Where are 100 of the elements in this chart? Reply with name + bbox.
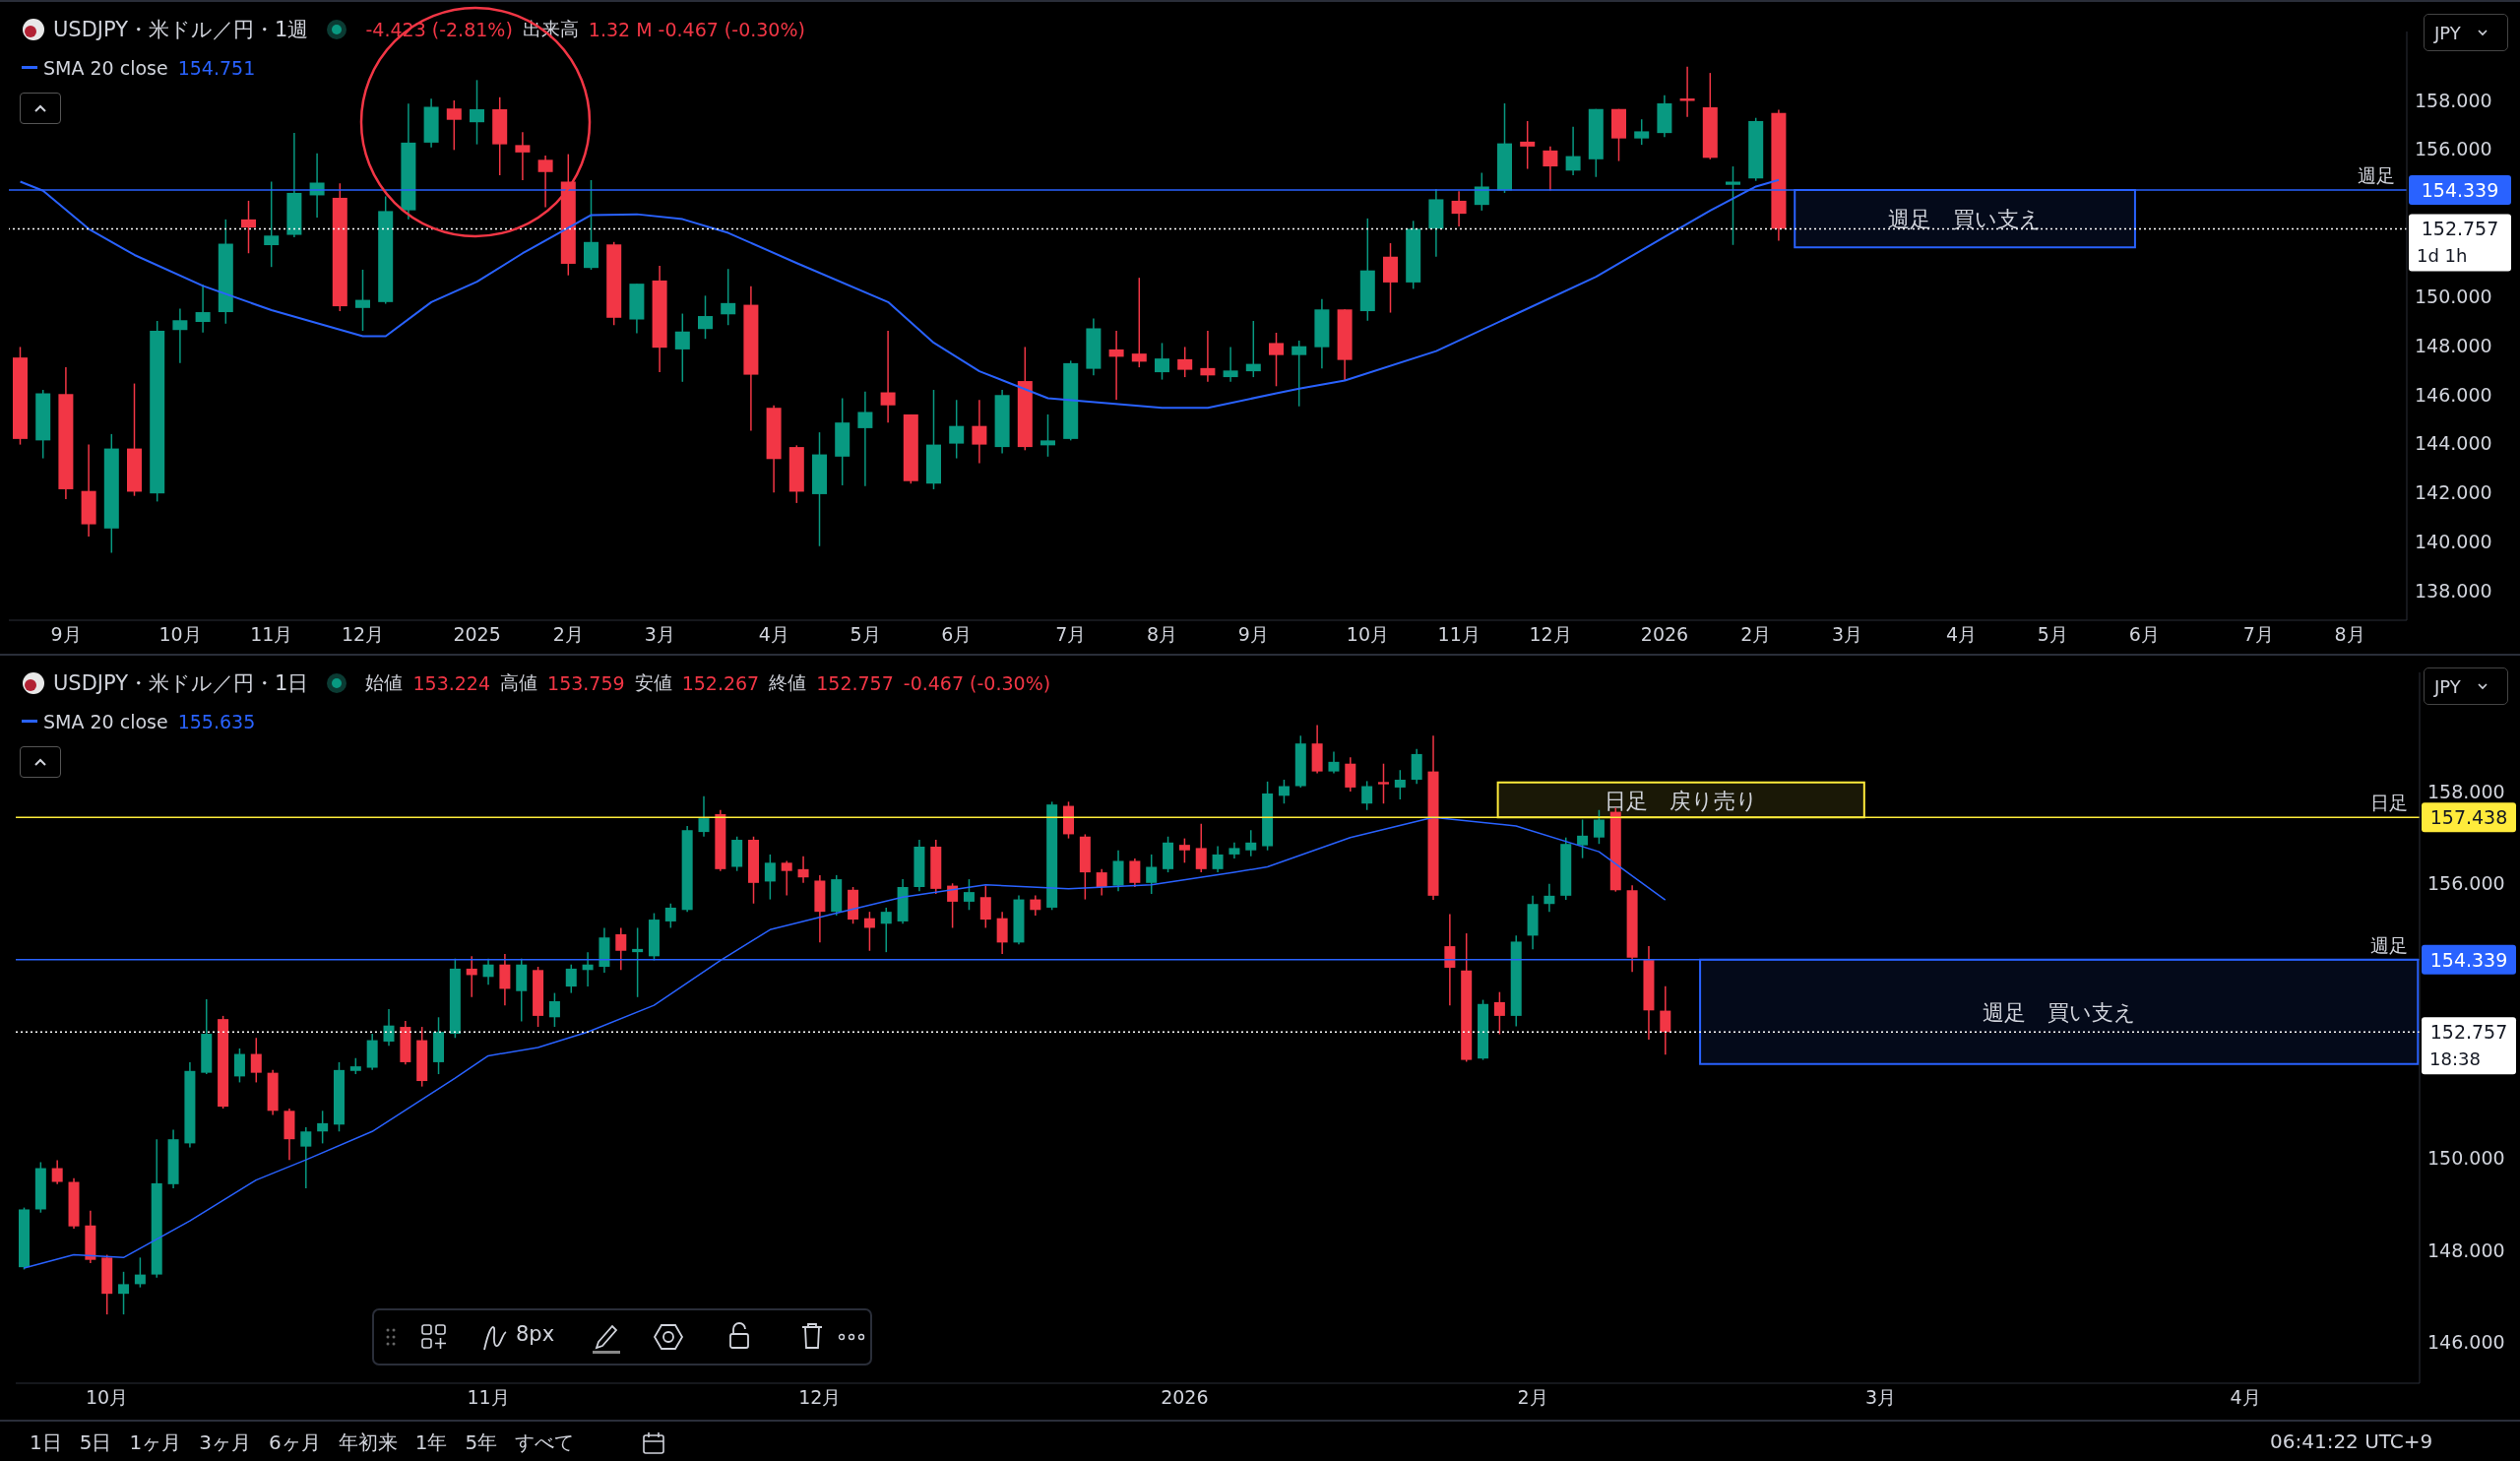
candlestick — [632, 926, 644, 998]
y-tick-label: 150.000 — [2427, 1147, 2505, 1170]
y-tick-label: 148.000 — [2415, 334, 2492, 356]
candlestick — [264, 180, 280, 268]
candlestick — [1212, 845, 1224, 873]
x-tick-label: 3月 — [1865, 1386, 1897, 1409]
text: 18:38 — [2429, 1048, 2481, 1070]
text: 年初来 — [338, 1429, 398, 1456]
candlestick — [1245, 320, 1261, 378]
candlestick — [1269, 332, 1284, 388]
candlestick — [383, 1008, 395, 1047]
x-tick-label: 12月 — [798, 1386, 842, 1409]
candlestick — [1593, 808, 1605, 845]
y-tick-label: 158.000 — [2427, 780, 2505, 802]
candlestick — [1131, 277, 1147, 368]
x-tick-label: 12月 — [342, 623, 385, 646]
annotation: 出来高 — [522, 17, 579, 41]
candlestick — [1146, 854, 1158, 895]
candlestick — [565, 963, 577, 994]
x-tick-label: 2月 — [1517, 1386, 1548, 1409]
y-tick-label: 156.000 — [2427, 872, 2505, 895]
x-tick-label: 2月 — [552, 623, 584, 646]
candlestick — [1292, 340, 1307, 408]
y-tick-label: 156.000 — [2415, 138, 2492, 160]
candlestick — [1200, 330, 1216, 383]
x-tick-label: 11月 — [1437, 623, 1480, 646]
ref-line-label: 週足 — [2358, 163, 2395, 186]
text: 6ヶ月 — [268, 1429, 321, 1456]
x-tick-label: 11月 — [250, 623, 293, 646]
text: すべて — [515, 1429, 575, 1456]
text: JPY — [2434, 675, 2461, 697]
text: 154.339 — [2429, 948, 2508, 971]
ref-line-label: 日足 — [2370, 792, 2408, 814]
x-tick-label: 4月 — [758, 623, 789, 646]
candlestick — [1178, 837, 1190, 864]
legend-label: SMA 20 close — [43, 57, 168, 79]
candlestick — [470, 79, 484, 146]
candlestick — [664, 903, 676, 929]
candlestick — [1634, 118, 1650, 146]
x-tick-label: 4月 — [1946, 623, 1978, 646]
candlestick — [880, 907, 892, 953]
candlestick — [1474, 171, 1489, 212]
annotation: 8px — [516, 1322, 555, 1346]
candlestick — [51, 1159, 63, 1185]
text: 5年 — [465, 1429, 498, 1456]
text: 1d 1h — [2417, 245, 2468, 267]
x-tick-label: 10月 — [86, 1386, 129, 1409]
candlestick — [979, 884, 991, 929]
candlestick — [1195, 822, 1207, 873]
y-tick-label: 142.000 — [2415, 481, 2492, 504]
candlestick — [1543, 146, 1558, 192]
candlestick — [674, 312, 690, 383]
y-tick-label: 148.000 — [2427, 1239, 2505, 1261]
annotation: 153.224 — [412, 672, 491, 694]
candlestick — [1544, 882, 1555, 913]
candlestick — [1377, 762, 1389, 804]
candlestick — [863, 911, 875, 952]
y-tick-label: 146.000 — [2415, 383, 2492, 406]
ref-line-label: 週足 — [2370, 933, 2408, 956]
text: JPY — [2434, 22, 2461, 43]
annotation: 155.635 — [177, 711, 256, 732]
candlestick — [1361, 780, 1373, 811]
candlestick — [250, 1037, 262, 1084]
candlestick — [317, 1110, 329, 1145]
candlestick — [963, 878, 975, 912]
candlestick — [1394, 769, 1406, 800]
x-tick-label: 9月 — [50, 623, 82, 646]
x-tick-label: 10月 — [1346, 623, 1389, 646]
text: 152.757 — [2421, 218, 2499, 240]
x-tick-label: 2026 — [1161, 1386, 1209, 1409]
annotation: 152.267 — [681, 672, 760, 694]
y-tick-label: 146.000 — [2427, 1330, 2505, 1353]
text: 157.438 — [2429, 806, 2508, 829]
candlestick — [241, 200, 256, 254]
candlestick — [1040, 413, 1055, 458]
y-tick-label: 138.000 — [2415, 579, 2492, 602]
chart-title: USDJPY・米ドル／円・1週 — [53, 17, 309, 43]
candlestick — [1155, 342, 1169, 381]
candlestick — [1444, 913, 1456, 1006]
candlestick — [582, 951, 594, 987]
x-tick-label: 8月 — [1147, 623, 1178, 646]
annotation: 安値 — [634, 670, 672, 695]
text: 154.339 — [2421, 178, 2499, 201]
candlestick — [1108, 330, 1124, 401]
candlestick — [548, 991, 560, 1028]
x-tick-label: 8月 — [2334, 623, 2365, 646]
annotation: 終値 — [769, 670, 807, 695]
text: 3ヶ月 — [199, 1429, 251, 1456]
text: 1ヶ月 — [129, 1429, 182, 1456]
candlestick — [195, 284, 211, 334]
candlestick — [1030, 894, 1041, 917]
x-tick-label: 3月 — [1832, 623, 1863, 646]
candlestick — [781, 859, 792, 897]
text: 06:41:22 UTC+9 — [2270, 1429, 2433, 1453]
x-tick-label: 10月 — [158, 623, 202, 646]
candlestick — [134, 1256, 146, 1289]
candlestick — [1493, 990, 1505, 1036]
candlestick — [698, 795, 710, 838]
annotation: 高値 — [500, 670, 538, 695]
candlestick — [721, 268, 736, 326]
